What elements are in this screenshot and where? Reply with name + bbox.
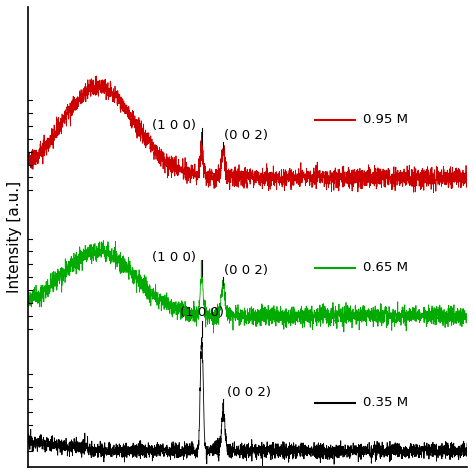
Text: (0 0 2): (0 0 2): [224, 129, 268, 142]
Text: 0.65 M: 0.65 M: [363, 261, 408, 274]
Text: (0 0 2): (0 0 2): [224, 264, 268, 277]
Text: (0 0 2): (0 0 2): [228, 386, 271, 400]
Text: 0.95 M: 0.95 M: [363, 113, 408, 126]
Text: 0.35 M: 0.35 M: [363, 396, 408, 409]
Y-axis label: Intensity [a.u.]: Intensity [a.u.]: [7, 181, 22, 293]
Text: (1 0 0): (1 0 0): [152, 119, 196, 132]
Text: (1 0 0): (1 0 0): [152, 251, 196, 264]
Text: (1 0 0): (1 0 0): [180, 306, 224, 319]
